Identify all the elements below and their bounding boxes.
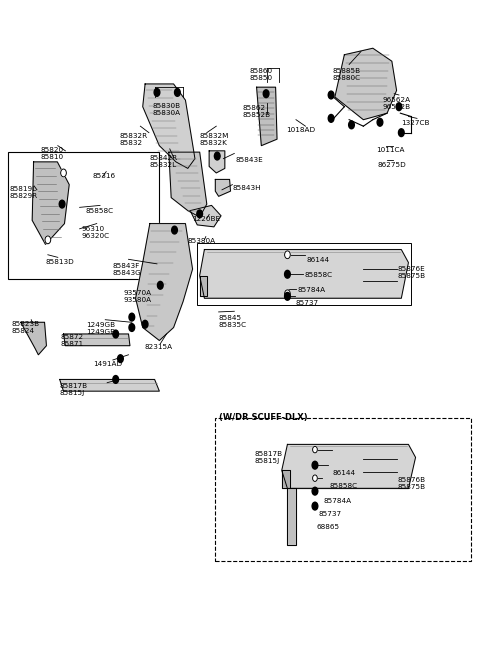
Text: 85823B
85824: 85823B 85824 [12,321,39,334]
Text: 85817B
85815J: 85817B 85815J [254,451,282,464]
Polygon shape [190,206,221,227]
Text: 93570A
93580A: 93570A 93580A [124,290,152,303]
Circle shape [59,200,65,208]
Text: 86144: 86144 [306,257,330,263]
Circle shape [129,324,135,331]
Text: 85820
85810: 85820 85810 [41,147,64,160]
Text: 85843E: 85843E [235,157,263,163]
Text: 85876E
85875B: 85876E 85875B [397,266,426,279]
Circle shape [377,119,383,126]
Text: 85832M
85832K: 85832M 85832K [200,133,229,145]
Text: 1011CA: 1011CA [377,147,405,153]
Text: 85316: 85316 [93,173,116,179]
Text: 1249GB
1249GE: 1249GB 1249GE [86,322,115,335]
Text: 85813D: 85813D [46,259,74,265]
Circle shape [175,88,180,96]
Polygon shape [209,151,225,173]
Text: 1491AD: 1491AD [93,362,122,367]
Polygon shape [282,444,416,489]
Text: 85860
85850: 85860 85850 [250,67,273,81]
Text: 85876B
85875B: 85876B 85875B [397,477,426,490]
Circle shape [328,115,334,122]
Text: 85819L
85829R: 85819L 85829R [10,186,38,199]
Text: 85380A: 85380A [188,238,216,244]
Text: 85784A: 85784A [298,288,326,293]
Circle shape [45,236,51,244]
Circle shape [197,210,203,217]
Text: 85872
85871: 85872 85871 [60,334,84,347]
Polygon shape [60,379,159,391]
Circle shape [113,330,119,338]
Text: 85845
85835C: 85845 85835C [219,314,247,328]
Text: 1327CB: 1327CB [401,120,430,126]
Text: 85858C: 85858C [329,483,357,489]
Circle shape [263,90,269,98]
Polygon shape [32,162,69,244]
Polygon shape [200,276,207,296]
Circle shape [215,152,220,160]
Circle shape [285,292,290,300]
Polygon shape [200,250,408,298]
Bar [216,419,470,561]
Text: 96562A
96562B: 96562A 96562B [383,97,410,110]
Polygon shape [335,48,396,120]
Text: 96310
96320C: 96310 96320C [81,225,109,238]
Text: 85843F
85843G: 85843F 85843G [113,263,142,276]
Polygon shape [63,334,130,346]
Polygon shape [282,470,290,488]
Circle shape [312,502,318,510]
Circle shape [118,355,123,363]
Circle shape [113,375,119,383]
Polygon shape [169,152,207,217]
Polygon shape [257,87,277,145]
Text: 85737: 85737 [318,511,341,517]
Bar [197,243,411,305]
Circle shape [312,461,318,469]
Text: 85862
85852B: 85862 85852B [242,105,271,118]
Circle shape [285,271,290,278]
Circle shape [312,475,317,481]
Text: 85832R
85832: 85832R 85832 [119,133,147,145]
Text: 1220BE: 1220BE [192,215,221,222]
Polygon shape [136,223,192,341]
Circle shape [285,251,290,259]
Circle shape [157,282,163,290]
Text: 85885B
85880C: 85885B 85880C [333,67,360,81]
Text: 85737: 85737 [296,299,319,306]
Circle shape [348,121,354,129]
Text: 85858C: 85858C [86,208,114,214]
Circle shape [312,446,317,453]
Circle shape [129,313,135,321]
Circle shape [154,88,160,96]
Circle shape [328,91,334,99]
Circle shape [312,487,318,495]
Text: (W/DR SCUFF-DLX): (W/DR SCUFF-DLX) [219,413,307,422]
Text: 86144: 86144 [333,470,356,476]
Circle shape [60,169,66,177]
Circle shape [398,129,404,136]
Circle shape [396,103,402,111]
Text: 85830B
85830A: 85830B 85830A [152,103,180,117]
Text: 86275D: 86275D [378,162,407,168]
Circle shape [142,320,148,328]
Text: 85817B
85815J: 85817B 85815J [60,383,88,396]
Bar [9,152,159,279]
Polygon shape [216,179,230,196]
Text: 82315A: 82315A [144,345,172,350]
Text: 85843H: 85843H [233,185,262,191]
Text: 68865: 68865 [317,524,340,531]
Polygon shape [21,322,47,355]
Circle shape [172,226,178,234]
Text: 1018AD: 1018AD [287,128,316,134]
Text: 85842R
85832L: 85842R 85832L [150,155,178,168]
Text: 85784A: 85784A [323,498,351,504]
Text: 85858C: 85858C [304,272,332,278]
Polygon shape [288,488,296,545]
Circle shape [285,290,290,297]
Polygon shape [143,84,195,168]
